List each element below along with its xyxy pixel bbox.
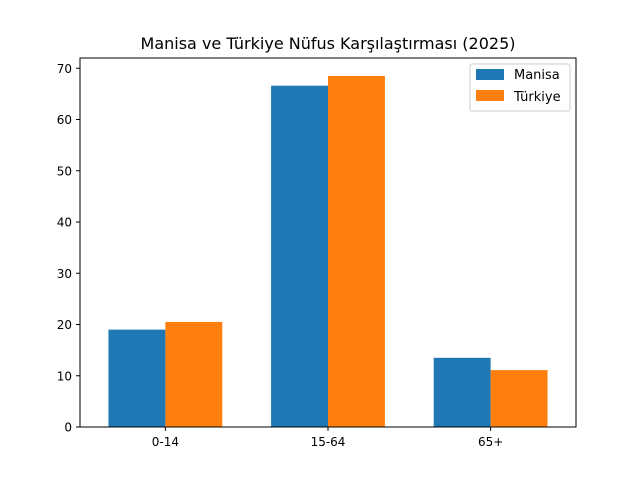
chart-title: Manisa ve Türkiye Nüfus Karşılaştırması … [141,34,516,53]
bar-türkiye-65+ [490,370,548,427]
x-tick-label: 65+ [478,435,503,449]
x-tick-label: 15-64 [311,435,346,449]
bars-layer [108,75,548,428]
legend-label-turkiye: Türkiye [513,90,561,105]
y-tick-label: 40 [57,216,72,230]
y-tick-label: 10 [57,369,72,383]
bar-türkiye-0-14 [165,321,223,427]
legend-swatch-manisa [476,69,504,80]
y-tick-label: 60 [57,113,72,127]
x-axis: 0-14 15-64 65+ [152,427,503,449]
bar-manisa-0-14 [108,329,166,427]
bar-manisa-65+ [433,357,491,427]
bar-manisa-15-64 [271,85,328,428]
legend-swatch-turkiye [476,90,504,101]
y-tick-label: 30 [57,267,72,281]
legend-label-manisa: Manisa [514,68,560,83]
legend: Manisa Türkiye [469,63,571,112]
y-tick-label: 0 [64,421,72,435]
bar-türkiye-15-64 [328,75,385,427]
y-tick-label: 70 [57,62,72,76]
y-tick-label: 50 [57,164,72,178]
x-tick-label: 0-14 [152,435,179,449]
y-axis: 0 10 20 30 40 50 60 70 [57,62,80,435]
y-tick-label: 20 [57,318,72,332]
